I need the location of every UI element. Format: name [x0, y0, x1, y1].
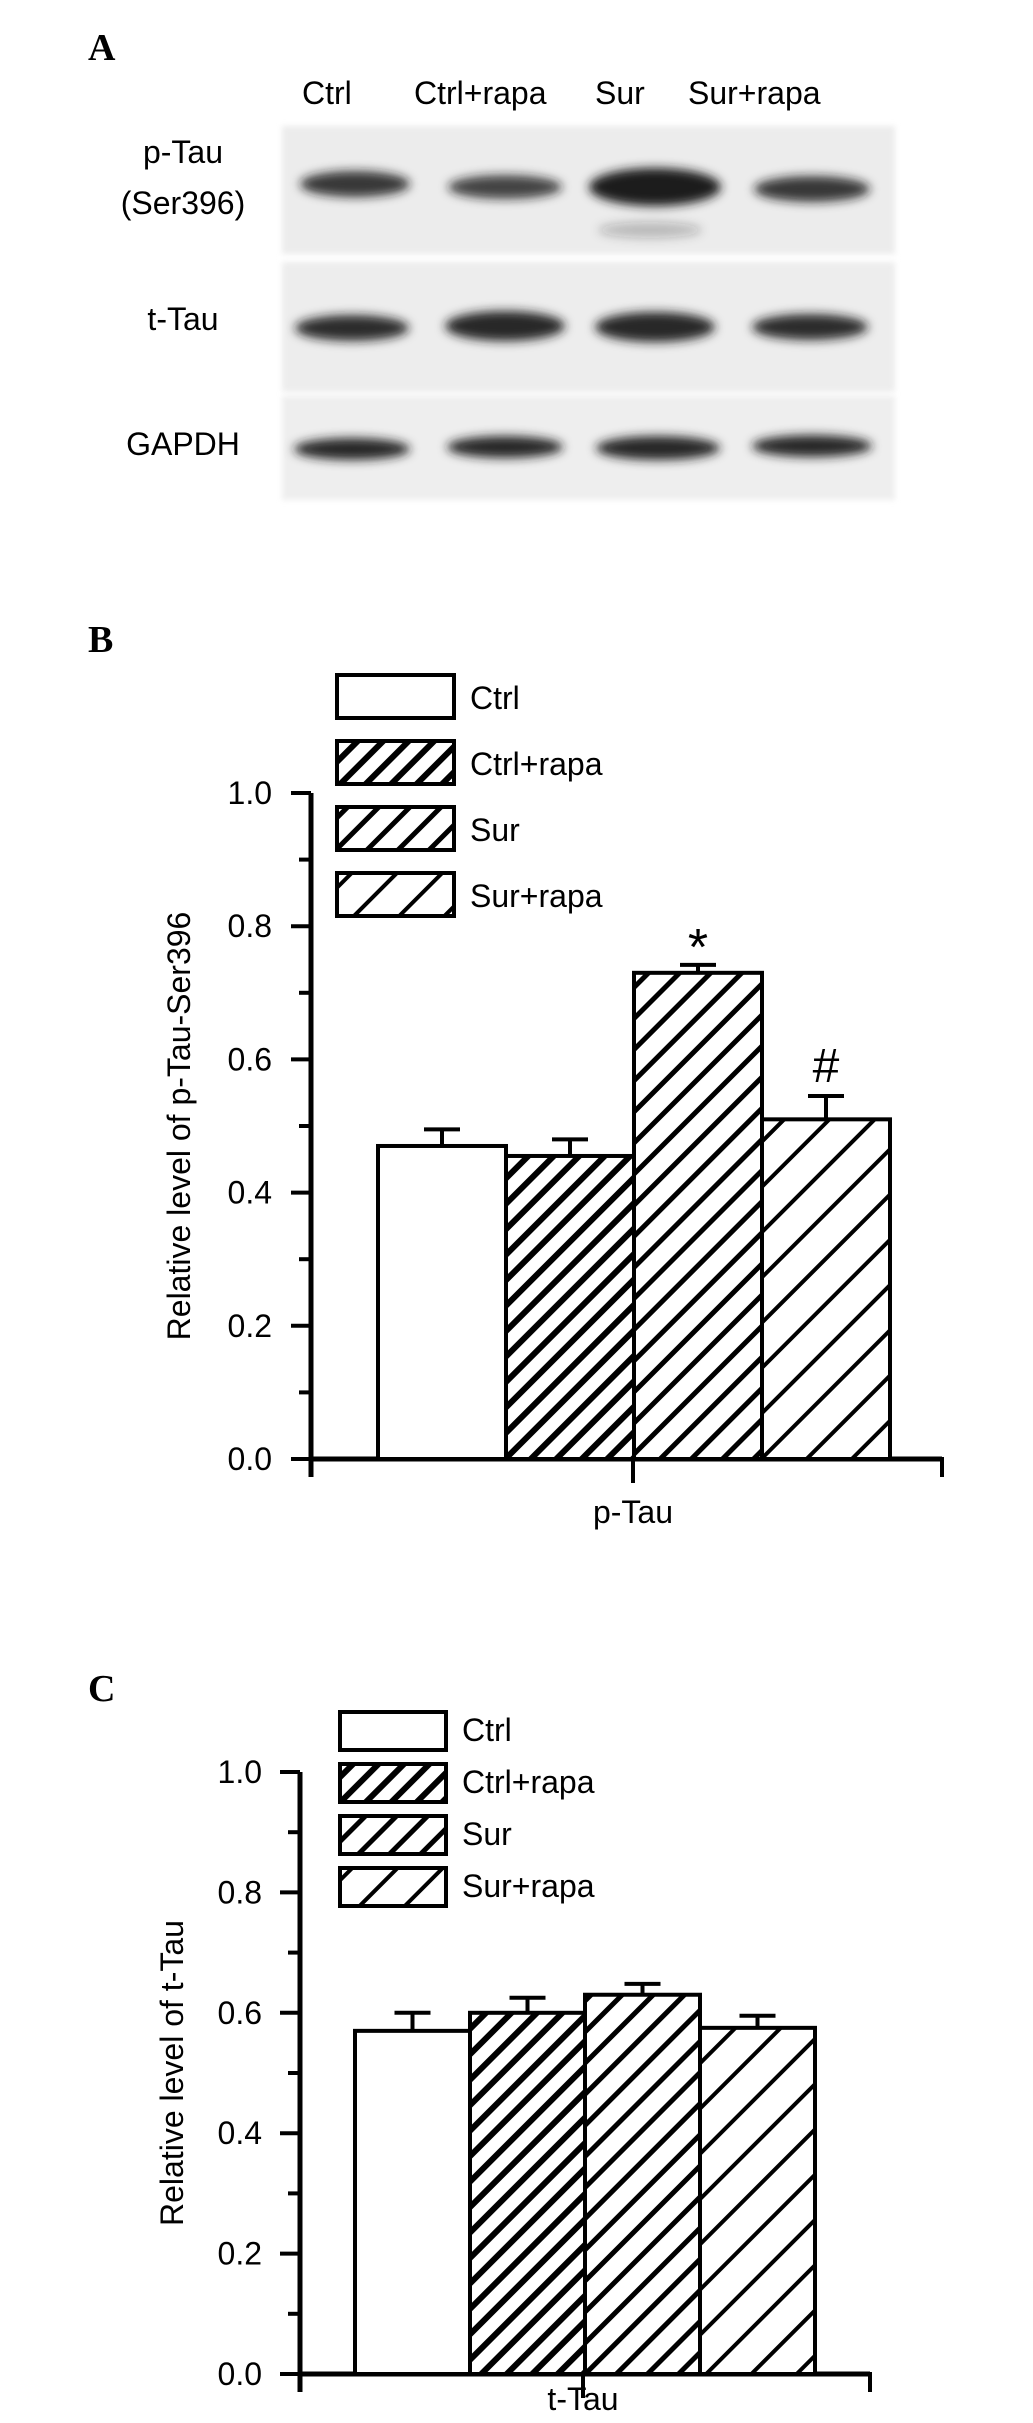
y-tick-label: 0.0 [228, 1441, 272, 1477]
band-ptau-sur [589, 168, 721, 206]
y-tick-label: 0.6 [218, 1995, 262, 2031]
significance-marker: * [688, 919, 708, 977]
lane-label-ctrl: Ctrl [302, 75, 352, 111]
band-gapdh-ctrl [294, 438, 410, 460]
blot-bands-ptau [300, 168, 870, 238]
band-ttau-sur-rapa [752, 314, 868, 340]
bar-sur [583, 1992, 702, 2376]
legend-label: Ctrl [470, 680, 520, 716]
legend-swatch [338, 1866, 448, 1908]
band-ttau-ctrl-rapa [445, 311, 565, 341]
y-tick-label: 0.4 [218, 2115, 262, 2151]
band-gapdh-sur-rapa [752, 435, 872, 457]
bar-ctrl [353, 2028, 472, 2376]
legend-label: Sur [470, 812, 520, 848]
legend-swatch [335, 739, 456, 786]
bar-sur-rapa [760, 1117, 892, 1461]
lane-label-sur: Sur [595, 75, 645, 111]
y-tick-label: 0.2 [228, 1308, 272, 1344]
blot-row-label-ttau: t-Tau [147, 301, 218, 337]
blot-row-label-gapdh: GAPDH [126, 426, 240, 462]
x-axis-label: p-Tau [593, 1494, 673, 1530]
panel-c-letter: C [88, 1668, 115, 1710]
bar-ctrl-rapa [468, 2010, 587, 2377]
legend-swatch [335, 805, 456, 852]
bar-ctrl-rapa [504, 1153, 636, 1461]
panel-b-letter: B [88, 619, 113, 661]
y-axis-label: Relative level of p-Tau-Ser396 [161, 912, 197, 1341]
legend-swatch [335, 871, 456, 918]
panel-a: A Ctrl Ctrl+rapa Sur Sur+rapa p-Tau (Ser… [88, 27, 895, 500]
blot-bands-ttau [295, 311, 868, 342]
significance-marker: # [813, 1040, 840, 1093]
x-axis-label: t-Tau [547, 2381, 618, 2417]
y-axis-label: Relative level of t-Tau [154, 1920, 190, 2226]
legend-swatch [338, 1762, 448, 1804]
legend-label: Sur+rapa [462, 1868, 595, 1904]
band-gapdh-ctrl-rapa [447, 436, 563, 458]
y-tick-label: 0.6 [228, 1041, 272, 1077]
band-ptau-ctrl [300, 171, 410, 197]
legend-label: Sur+rapa [470, 878, 603, 914]
y-tick-label: 0.8 [228, 908, 272, 944]
legend-swatch [335, 673, 456, 720]
blot-row-sublabel-ptau: (Ser396) [121, 185, 246, 221]
y-tick-label: 1.0 [218, 1754, 262, 1790]
legend-swatch [338, 1814, 448, 1856]
band-ptau-sur-rapa [754, 176, 870, 202]
band-ttau-ctrl [295, 315, 409, 341]
band-gapdh-sur [596, 436, 720, 460]
panel-a-letter: A [88, 27, 116, 69]
bar-ctrl [376, 1143, 508, 1461]
legend-label: Ctrl [462, 1712, 512, 1748]
band-ptau-ctrl-rapa [448, 175, 562, 199]
panel-c: C 0.0 0.2 0.4 0.6 0.8 1.0 Relative level of t-T… [88, 1668, 872, 2417]
legend-label: Ctrl+rapa [462, 1764, 595, 1800]
bar-sur [632, 970, 764, 1461]
lane-label-ctrl-rapa: Ctrl+rapa [414, 75, 547, 111]
y-tick-label: 1.0 [228, 775, 272, 811]
y-tick-label: 0.4 [228, 1175, 272, 1211]
legend-swatch [338, 1710, 448, 1752]
blot-bands-gapdh [294, 435, 872, 460]
legend-label: Sur [462, 1816, 512, 1852]
band-ptau-sur-smear [598, 222, 702, 238]
band-ttau-sur [595, 312, 715, 342]
blot-row-label-ptau: p-Tau [143, 134, 223, 170]
bar-sur-rapa [698, 2025, 817, 2376]
y-tick-label: 0.0 [218, 2356, 262, 2392]
panel-b: B 0.0 0.2 0.4 0.6 0.8 1.0 Relative level of p-T… [88, 619, 944, 1530]
y-tick-label: 0.2 [218, 2236, 262, 2272]
y-tick-label: 0.8 [218, 1874, 262, 1910]
lane-label-sur-rapa: Sur+rapa [688, 75, 821, 111]
legend-label: Ctrl+rapa [470, 746, 603, 782]
